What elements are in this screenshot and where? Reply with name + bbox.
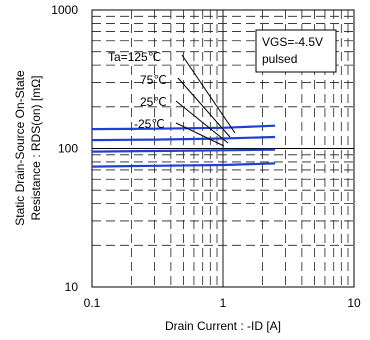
series-line-2: [91, 148, 276, 153]
label-minus25: -25℃: [134, 117, 165, 131]
leader-25: [175, 100, 229, 144]
y-tick-label: 100: [58, 142, 78, 156]
series-lines: [91, 124, 276, 168]
plot-frame: [91, 9, 355, 288]
series-line-0: [91, 124, 276, 131]
condition-vgs: VGS=-4.5V: [262, 35, 323, 49]
series-line-1: [91, 135, 276, 142]
x-tick-label: 10: [347, 296, 361, 310]
leader-minus25: [175, 122, 225, 147]
tick-labels: 0.1 1 10 10 100 1000: [51, 3, 361, 310]
y-tick-label: 10: [65, 280, 79, 294]
y-tick-label: 1000: [51, 3, 78, 17]
label-ta125: Ta=125℃: [108, 50, 161, 64]
x-tick-label: 0.1: [84, 296, 101, 310]
label-75: 75℃: [140, 73, 167, 87]
conditions-box: VGS=-4.5V pulsed: [255, 29, 337, 73]
leader-ta125: [181, 54, 236, 134]
condition-pulsed: pulsed: [262, 52, 297, 66]
y-axis-label-line1: Static Drain-Source On-State: [13, 70, 27, 226]
label-25: 25℃: [140, 95, 167, 109]
leader-75: [177, 77, 231, 138]
x-axis-label: Drain Current : -ID [A]: [165, 319, 281, 333]
series-line-3: [91, 162, 276, 168]
temperature-callouts: Ta=125℃ 75℃ 25℃ -25℃: [108, 50, 236, 147]
conditions-frame: [255, 29, 337, 73]
y-axis-label-line2: Resistance : RDS(on) [mΩ]: [29, 75, 43, 220]
x-tick-label: 1: [220, 296, 227, 310]
